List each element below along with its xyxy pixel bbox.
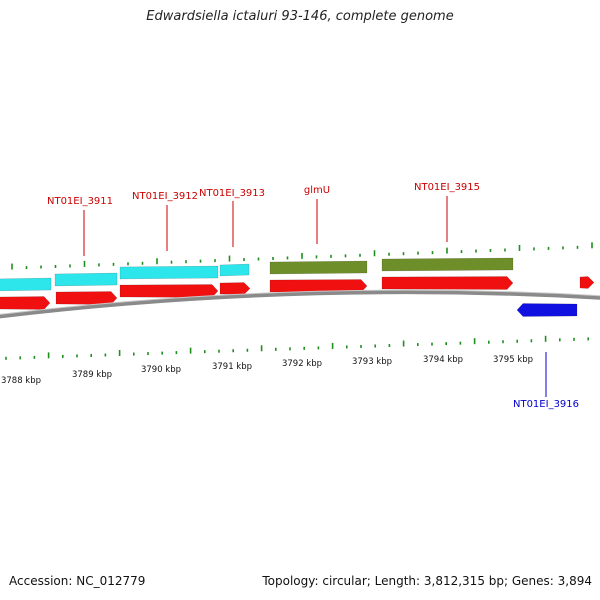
genome-backbone <box>0 290 600 319</box>
axis-tick-label: 3793 kbp <box>352 357 392 367</box>
axis-tick-label: 3789 kbp <box>72 370 112 380</box>
axis-labels: 3788 kbp 3789 kbp 3790 kbp 3791 kbp 3792 kbp… <box>1 355 533 386</box>
gene-label: NT01EI_3916 <box>513 399 579 410</box>
gene-label: glmU <box>304 185 330 196</box>
genome-title: Edwardsiella ictaluri 93-146, complete g… <box>146 9 454 24</box>
rrna-track-feature <box>54 272 118 287</box>
rrna-track-feature <box>0 277 52 292</box>
axis-tick-label: 3795 kbp <box>493 355 533 365</box>
rrna-track-feature <box>119 265 219 280</box>
axis-tick-label: 3790 kbp <box>141 365 181 375</box>
gene-features <box>0 257 595 317</box>
gene-label: NT01EI_3911 <box>47 196 113 207</box>
gene-label: NT01EI_3913 <box>199 188 265 199</box>
topology-text: Topology: circular; Length: 3,812,315 bp… <box>262 574 592 588</box>
cds-forward-feature <box>381 276 514 290</box>
gene-label: NT01EI_3912 <box>132 191 198 202</box>
cds-forward-feature <box>55 291 118 305</box>
cds-forward-feature <box>119 284 219 298</box>
cds-forward-feature <box>219 282 251 295</box>
cds-forward-feature <box>0 296 51 310</box>
rrna-track-feature <box>219 263 250 277</box>
axis-tick-label: 3792 kbp <box>282 359 322 369</box>
gene-labels: NT01EI_3911 NT01EI_3912 NT01EI_3913 glmU NT0… <box>47 182 579 410</box>
cds-forward-feature <box>269 279 368 293</box>
glmU-track-feature <box>269 260 368 275</box>
accession-text: Accession: NC_012779 <box>9 574 146 588</box>
cds-forward-feature <box>579 276 595 289</box>
gene-label: NT01EI_3915 <box>414 182 480 193</box>
axis-tick-label: 3791 kbp <box>212 362 252 372</box>
axis-tick-label: 3794 kbp <box>423 355 463 365</box>
axis-tick-label: 3788 kbp <box>1 376 41 386</box>
reverse-gene-feature <box>516 303 578 317</box>
tick-marks <box>5 242 593 360</box>
glmU-track-feature <box>381 257 514 272</box>
